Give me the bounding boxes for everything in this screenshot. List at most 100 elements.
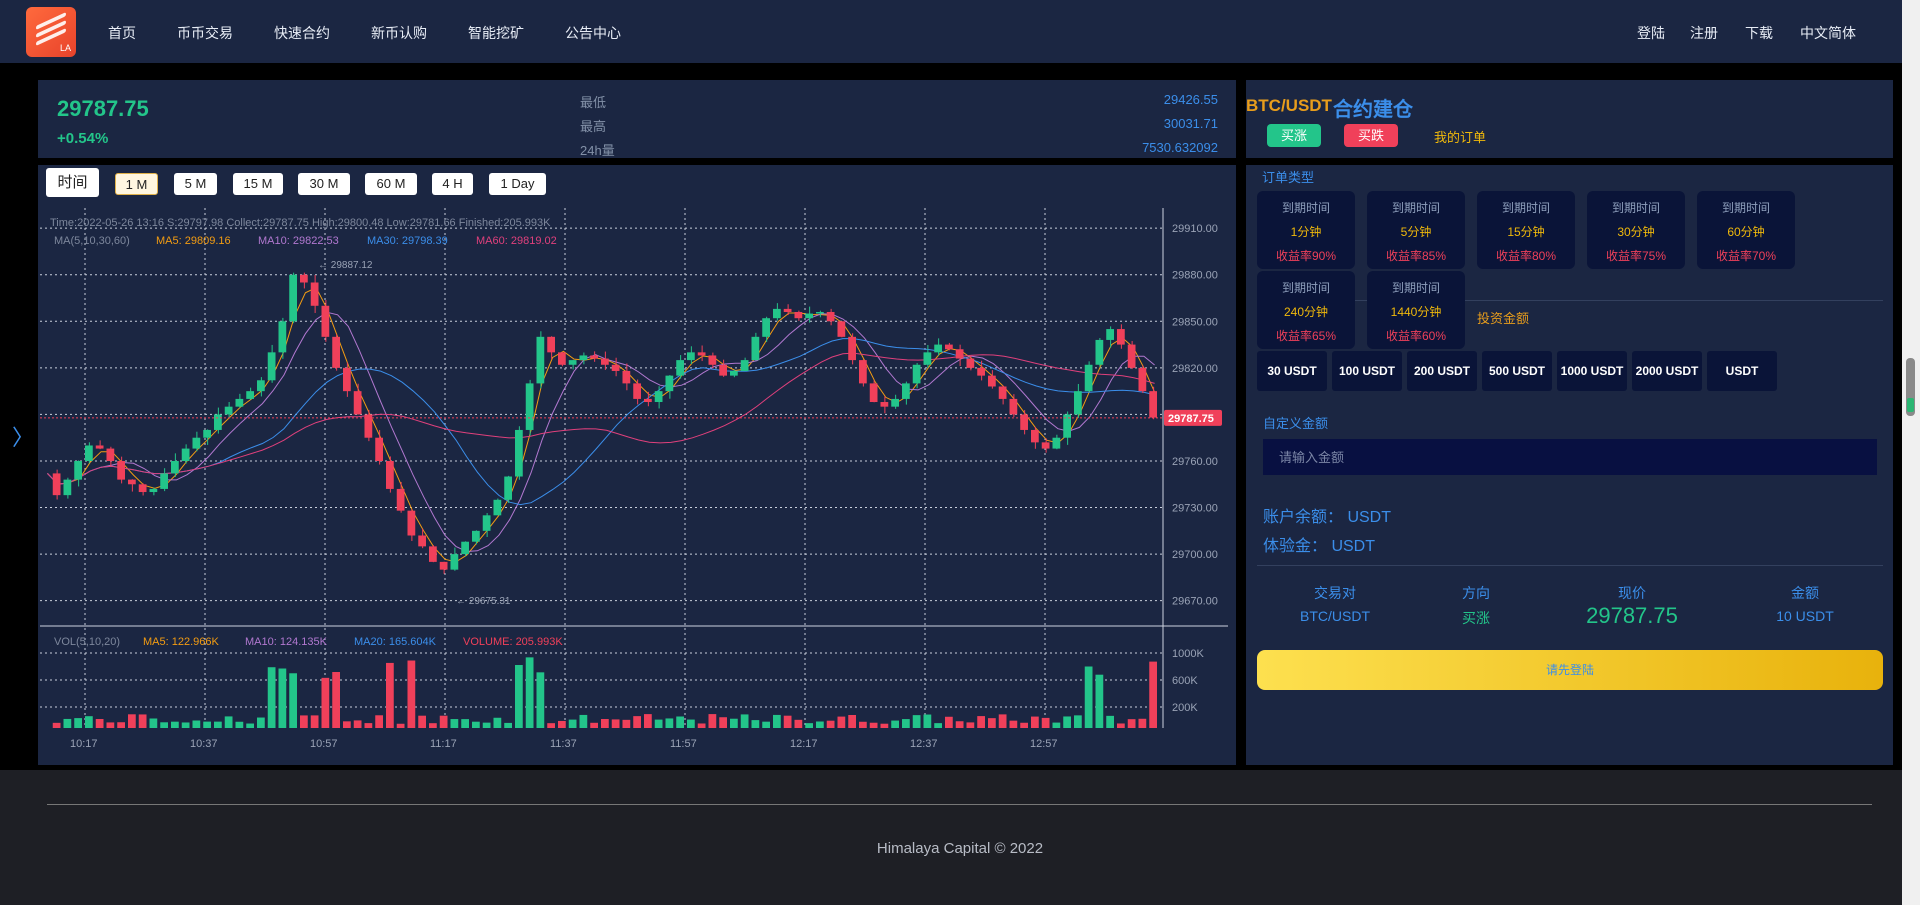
- amount-usdt-button[interactable]: USDT: [1707, 351, 1777, 391]
- volume-bar: [794, 719, 803, 728]
- expiry-card-1m[interactable]: 到期时间 1分钟 收益率90%: [1257, 191, 1355, 269]
- buy-down-button[interactable]: 买跌: [1344, 124, 1398, 147]
- amount-30-button[interactable]: 30 USDT: [1257, 351, 1327, 391]
- x-tick-label: 10:17: [70, 738, 98, 750]
- volume-bar: [117, 722, 125, 728]
- ma-lines: [47, 287, 1156, 563]
- volume-bar: [418, 715, 426, 728]
- candle-body: [224, 406, 233, 415]
- candle-body: [794, 311, 803, 319]
- y-tick-label: 29850.00: [1172, 316, 1218, 328]
- summary-header-pair: 交易对: [1314, 585, 1356, 601]
- stat-label-low: 最低: [580, 95, 607, 110]
- nav-new-coin[interactable]: 新币认购: [371, 25, 427, 41]
- y-tick-label: 29760.00: [1172, 456, 1218, 468]
- expiry-card-5m[interactable]: 到期时间 5分钟 收益率85%: [1367, 191, 1465, 269]
- expiry-card-1440m[interactable]: 到期时间 1440分钟 收益率60%: [1367, 271, 1465, 349]
- volume-bar: [1149, 661, 1157, 728]
- candle-body: [1106, 329, 1114, 340]
- x-tick-label: 12:17: [790, 738, 818, 750]
- candle-body: [869, 383, 878, 403]
- volume-bar: [310, 715, 319, 728]
- volume-bar: [1084, 666, 1093, 728]
- candle-body: [386, 460, 394, 489]
- my-orders-link[interactable]: 我的订单: [1434, 130, 1487, 145]
- volume-bar: [1127, 719, 1136, 728]
- amount-1000-button[interactable]: 1000 USDT: [1557, 351, 1627, 391]
- volume-tick-label: 200K: [1172, 702, 1198, 714]
- amount-200-button[interactable]: 200 USDT: [1407, 351, 1477, 391]
- stat-value-high: 30031.71: [1163, 116, 1218, 131]
- expand-arrow-icon[interactable]: 〉: [12, 425, 35, 450]
- candle-body: [783, 308, 792, 312]
- nav-language[interactable]: 中文简体: [1800, 25, 1856, 41]
- nav-register[interactable]: 注册: [1690, 25, 1718, 41]
- candle-body: [923, 352, 932, 365]
- tab-5m[interactable]: 5 M: [174, 173, 217, 195]
- volume-bar: [837, 716, 846, 728]
- tab-30m[interactable]: 30 M: [298, 173, 350, 195]
- volume-bar: [364, 723, 373, 728]
- volume-bar: [988, 718, 996, 728]
- ma-line: [47, 287, 1156, 563]
- candle-body: [396, 488, 405, 511]
- volume-bar: [515, 665, 523, 728]
- volume-bar: [278, 668, 287, 728]
- nav-login[interactable]: 登陆: [1637, 25, 1665, 41]
- logo[interactable]: LA: [26, 7, 76, 57]
- candle-body: [773, 308, 781, 319]
- expiry-card-60m[interactable]: 到期时间 60分钟 收益率70%: [1697, 191, 1795, 269]
- nav-quick-contract[interactable]: 快速合约: [274, 25, 330, 41]
- tab-time[interactable]: 时间: [46, 168, 99, 197]
- volume-bar: [181, 722, 190, 728]
- price-change: +0.54%: [57, 130, 109, 147]
- tab-1m[interactable]: 1 M: [115, 173, 158, 195]
- tab-60m[interactable]: 60 M: [365, 173, 417, 195]
- volume-bar: [601, 719, 609, 728]
- nav-spot-trading[interactable]: 币币交易: [177, 25, 233, 41]
- volume-bar: [461, 719, 469, 728]
- candle-body: [622, 370, 631, 384]
- volume-bar: [160, 722, 168, 728]
- current-price-tag: [1164, 409, 1222, 426]
- nav-download[interactable]: 下载: [1745, 25, 1773, 41]
- nav-announcements[interactable]: 公告中心: [565, 25, 621, 41]
- summary-pair: BTC/USDT: [1300, 608, 1370, 624]
- volume-bar: [826, 720, 835, 728]
- candle-body: [934, 344, 942, 353]
- buy-up-button[interactable]: 买涨: [1267, 124, 1321, 147]
- candle-body: [912, 364, 921, 384]
- expiry-card-30m[interactable]: 到期时间 30分钟 收益率75%: [1587, 191, 1685, 269]
- candle-body: [590, 355, 598, 359]
- tab-15m[interactable]: 15 M: [233, 173, 283, 195]
- amount-500-button[interactable]: 500 USDT: [1482, 351, 1552, 391]
- kline-chart[interactable]: Time:2022-05-26 13:16 S:29797.98 Collect…: [40, 200, 1230, 760]
- nav-smart-mining[interactable]: 智能挖矿: [468, 25, 524, 41]
- amount-2000-button[interactable]: 2000 USDT: [1632, 351, 1702, 391]
- expiry-card-15m[interactable]: 到期时间 15分钟 收益率80%: [1477, 191, 1575, 269]
- candle-body: [1020, 414, 1028, 430]
- volume-bar: [902, 719, 910, 728]
- volume-bar: [235, 721, 244, 728]
- candle-body: [1074, 391, 1082, 415]
- volume-bar: [203, 721, 211, 728]
- expiry-card-240m[interactable]: 到期时间 240分钟 收益率65%: [1257, 271, 1355, 349]
- volume-bar: [1052, 722, 1061, 728]
- tab-4h[interactable]: 4 H: [432, 173, 473, 195]
- login-first-button[interactable]: 请先登陆: [1257, 650, 1883, 690]
- candle-body: [450, 554, 459, 570]
- candle-body: [407, 510, 416, 536]
- volume-bar: [171, 721, 179, 728]
- nav-home[interactable]: 首页: [108, 25, 136, 41]
- candle-body: [63, 479, 72, 496]
- candle-body: [429, 546, 437, 562]
- amount-input[interactable]: [1263, 439, 1877, 475]
- volume-bar: [450, 719, 459, 728]
- amount-100-button[interactable]: 100 USDT: [1332, 351, 1402, 391]
- candle-body: [267, 352, 276, 381]
- volume-bar: [751, 720, 760, 728]
- volume-bar: [257, 717, 265, 728]
- volume-bar: [343, 721, 351, 728]
- page-scrollbar[interactable]: [1902, 0, 1920, 905]
- tab-1day[interactable]: 1 Day: [489, 173, 546, 195]
